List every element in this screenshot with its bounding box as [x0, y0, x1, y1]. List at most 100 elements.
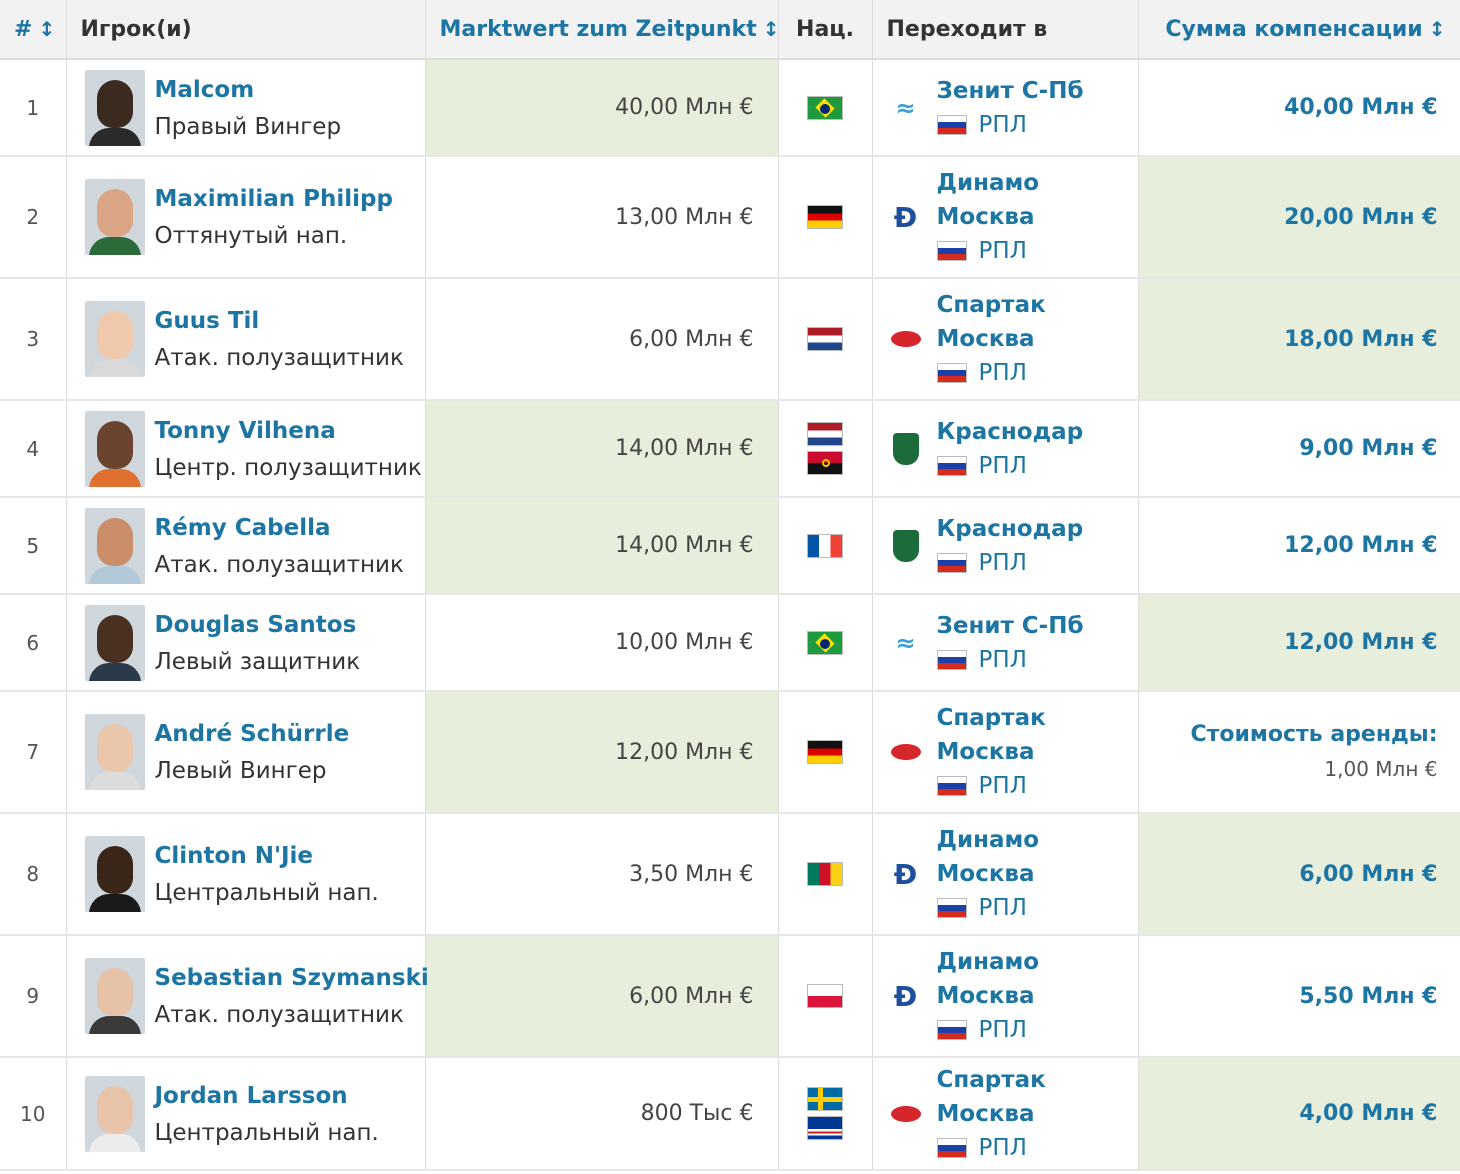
row-number: 6 [0, 594, 67, 692]
club-name[interactable]: Москва [936, 983, 1035, 1009]
player-position: Атак. полузащитник [154, 345, 404, 371]
league-link[interactable]: РПЛ [936, 546, 1084, 580]
club-name[interactable]: Зенит С-Пб [936, 77, 1084, 104]
row-number: 9 [0, 935, 67, 1058]
transfer-fee[interactable]: 4,00 Млн € [1299, 1101, 1438, 1126]
sort-arrows-icon[interactable]: ↕ [38, 16, 56, 41]
club-cell: Краснодар РПЛ [872, 400, 1139, 498]
club-name[interactable]: Зенит С-Пб [936, 612, 1084, 639]
row-number: 7 [0, 691, 67, 814]
france-flag-icon [807, 533, 843, 558]
club-name[interactable]: Спартак [936, 705, 1046, 731]
player-name-link[interactable]: Malcom [154, 76, 255, 103]
market-value: 3,50 Млн € [425, 813, 779, 936]
club-name[interactable]: Москва [936, 326, 1035, 352]
player-cell: Malcom Правый Вингер [66, 59, 426, 157]
club-name[interactable]: Динамо [936, 949, 1040, 975]
league-name[interactable]: РПЛ [978, 895, 1027, 921]
player-photo[interactable] [84, 1075, 145, 1152]
zenit-icon[interactable]: ≈ [895, 93, 916, 122]
player-photo[interactable] [84, 410, 145, 487]
player-photo[interactable] [84, 714, 145, 790]
player-name-link[interactable]: Clinton N'Jie [154, 843, 314, 869]
transfer-fee[interactable]: 40,00 Млн € [1284, 95, 1438, 120]
dynamo-icon[interactable]: Ð [893, 200, 918, 234]
transfer-fee[interactable]: 18,00 Млн € [1284, 326, 1438, 352]
league-name[interactable]: РПЛ [978, 773, 1027, 799]
club-name[interactable]: Спартак [936, 1066, 1046, 1093]
cape-verde-flag-icon [807, 1116, 843, 1140]
player-name-link[interactable]: Tonny Vilhena [154, 417, 336, 444]
sort-arrows-icon[interactable]: ↕ [1428, 16, 1446, 41]
league-link[interactable]: РПЛ [936, 1013, 1040, 1047]
league-name[interactable]: РПЛ [978, 646, 1027, 673]
market-value: 14,00 Млн € [425, 400, 779, 498]
player-photo[interactable] [84, 958, 145, 1034]
league-name[interactable]: РПЛ [978, 111, 1027, 138]
dynamo-icon[interactable]: Ð [893, 857, 918, 891]
club-name[interactable]: Динамо [936, 170, 1040, 196]
league-name[interactable]: РПЛ [978, 1017, 1027, 1043]
spartak-icon[interactable] [887, 733, 925, 771]
player-name-link[interactable]: André Schürrle [154, 721, 350, 747]
spartak-icon[interactable] [887, 1095, 925, 1133]
club-name[interactable]: Москва [936, 739, 1035, 765]
nationality-cell [778, 935, 873, 1058]
league-name[interactable]: РПЛ [978, 238, 1027, 264]
player-photo[interactable] [84, 301, 145, 377]
league-link[interactable]: РПЛ [936, 891, 1040, 925]
club-name[interactable]: Спартак [936, 292, 1046, 318]
player-photo[interactable] [84, 69, 145, 146]
nationality-cell [778, 1057, 873, 1171]
krasnodar-icon[interactable] [887, 527, 925, 565]
club-name[interactable]: Краснодар [936, 515, 1084, 542]
player-name-link[interactable]: Sebastian Szymanski [154, 965, 429, 991]
player-photo[interactable] [84, 836, 145, 912]
player-name-link[interactable]: Guus Til [154, 308, 260, 334]
league-link[interactable]: РПЛ [936, 1131, 1046, 1165]
club-name[interactable]: Динамо [936, 827, 1040, 853]
table-row: 3 Guus Til Атак. полузащитник 6,00 Млн € Спа… [0, 278, 1460, 401]
transfer-fee[interactable]: 12,00 Млн € [1284, 630, 1438, 655]
club-name[interactable]: Москва [936, 204, 1035, 230]
league-name[interactable]: РПЛ [978, 549, 1027, 576]
krasnodar-icon[interactable] [887, 430, 925, 468]
club-name[interactable]: Москва [936, 1100, 1035, 1127]
player-photo[interactable] [84, 604, 145, 681]
league-link[interactable]: РПЛ [936, 108, 1084, 142]
header-fee[interactable]: Сумма компенсации ↕ [1138, 0, 1460, 60]
table-row: 6 Douglas Santos Левый защитник 10,00 Млн €… [0, 594, 1460, 692]
nationality-cell [778, 59, 873, 157]
sort-arrows-icon[interactable]: ↕ [762, 16, 780, 41]
league-link[interactable]: РПЛ [936, 356, 1046, 390]
club-name[interactable]: Краснодар [936, 418, 1084, 445]
transfer-fee[interactable]: 5,50 Млн € [1299, 983, 1438, 1009]
germany-flag-icon [807, 740, 843, 764]
spartak-icon[interactable] [887, 320, 925, 358]
header-num[interactable]: # ↕ [0, 0, 67, 60]
transfer-fee[interactable]: 20,00 Млн € [1284, 204, 1438, 230]
transfer-fee[interactable]: 12,00 Млн € [1284, 533, 1438, 558]
table-row: 5 Rémy Cabella Атак. полузащитник 14,00 Млн… [0, 497, 1460, 595]
league-link[interactable]: РПЛ [936, 449, 1084, 483]
loan-fee-label[interactable]: Стоимость аренды: [1190, 722, 1438, 747]
league-link[interactable]: РПЛ [936, 643, 1084, 677]
dynamo-icon[interactable]: Ð [893, 979, 918, 1013]
player-name-link[interactable]: Rémy Cabella [154, 514, 331, 541]
transfer-fee[interactable]: 6,00 Млн € [1299, 861, 1438, 887]
league-name[interactable]: РПЛ [978, 452, 1027, 479]
header-market-value[interactable]: Marktwert zum Zeitpunkt ↕ [425, 0, 780, 60]
zenit-icon[interactable]: ≈ [895, 628, 916, 657]
league-name[interactable]: РПЛ [978, 360, 1027, 386]
player-name-link[interactable]: Jordan Larsson [154, 1082, 348, 1109]
league-name[interactable]: РПЛ [978, 1134, 1027, 1161]
player-name-link[interactable]: Maximilian Philipp [154, 186, 393, 212]
league-link[interactable]: РПЛ [936, 769, 1046, 803]
transfer-fee[interactable]: 9,00 Млн € [1299, 436, 1438, 461]
row-number: 4 [0, 400, 67, 498]
club-name[interactable]: Москва [936, 861, 1035, 887]
player-photo[interactable] [84, 507, 145, 584]
player-photo[interactable] [84, 179, 145, 255]
league-link[interactable]: РПЛ [936, 234, 1040, 268]
player-name-link[interactable]: Douglas Santos [154, 611, 357, 638]
